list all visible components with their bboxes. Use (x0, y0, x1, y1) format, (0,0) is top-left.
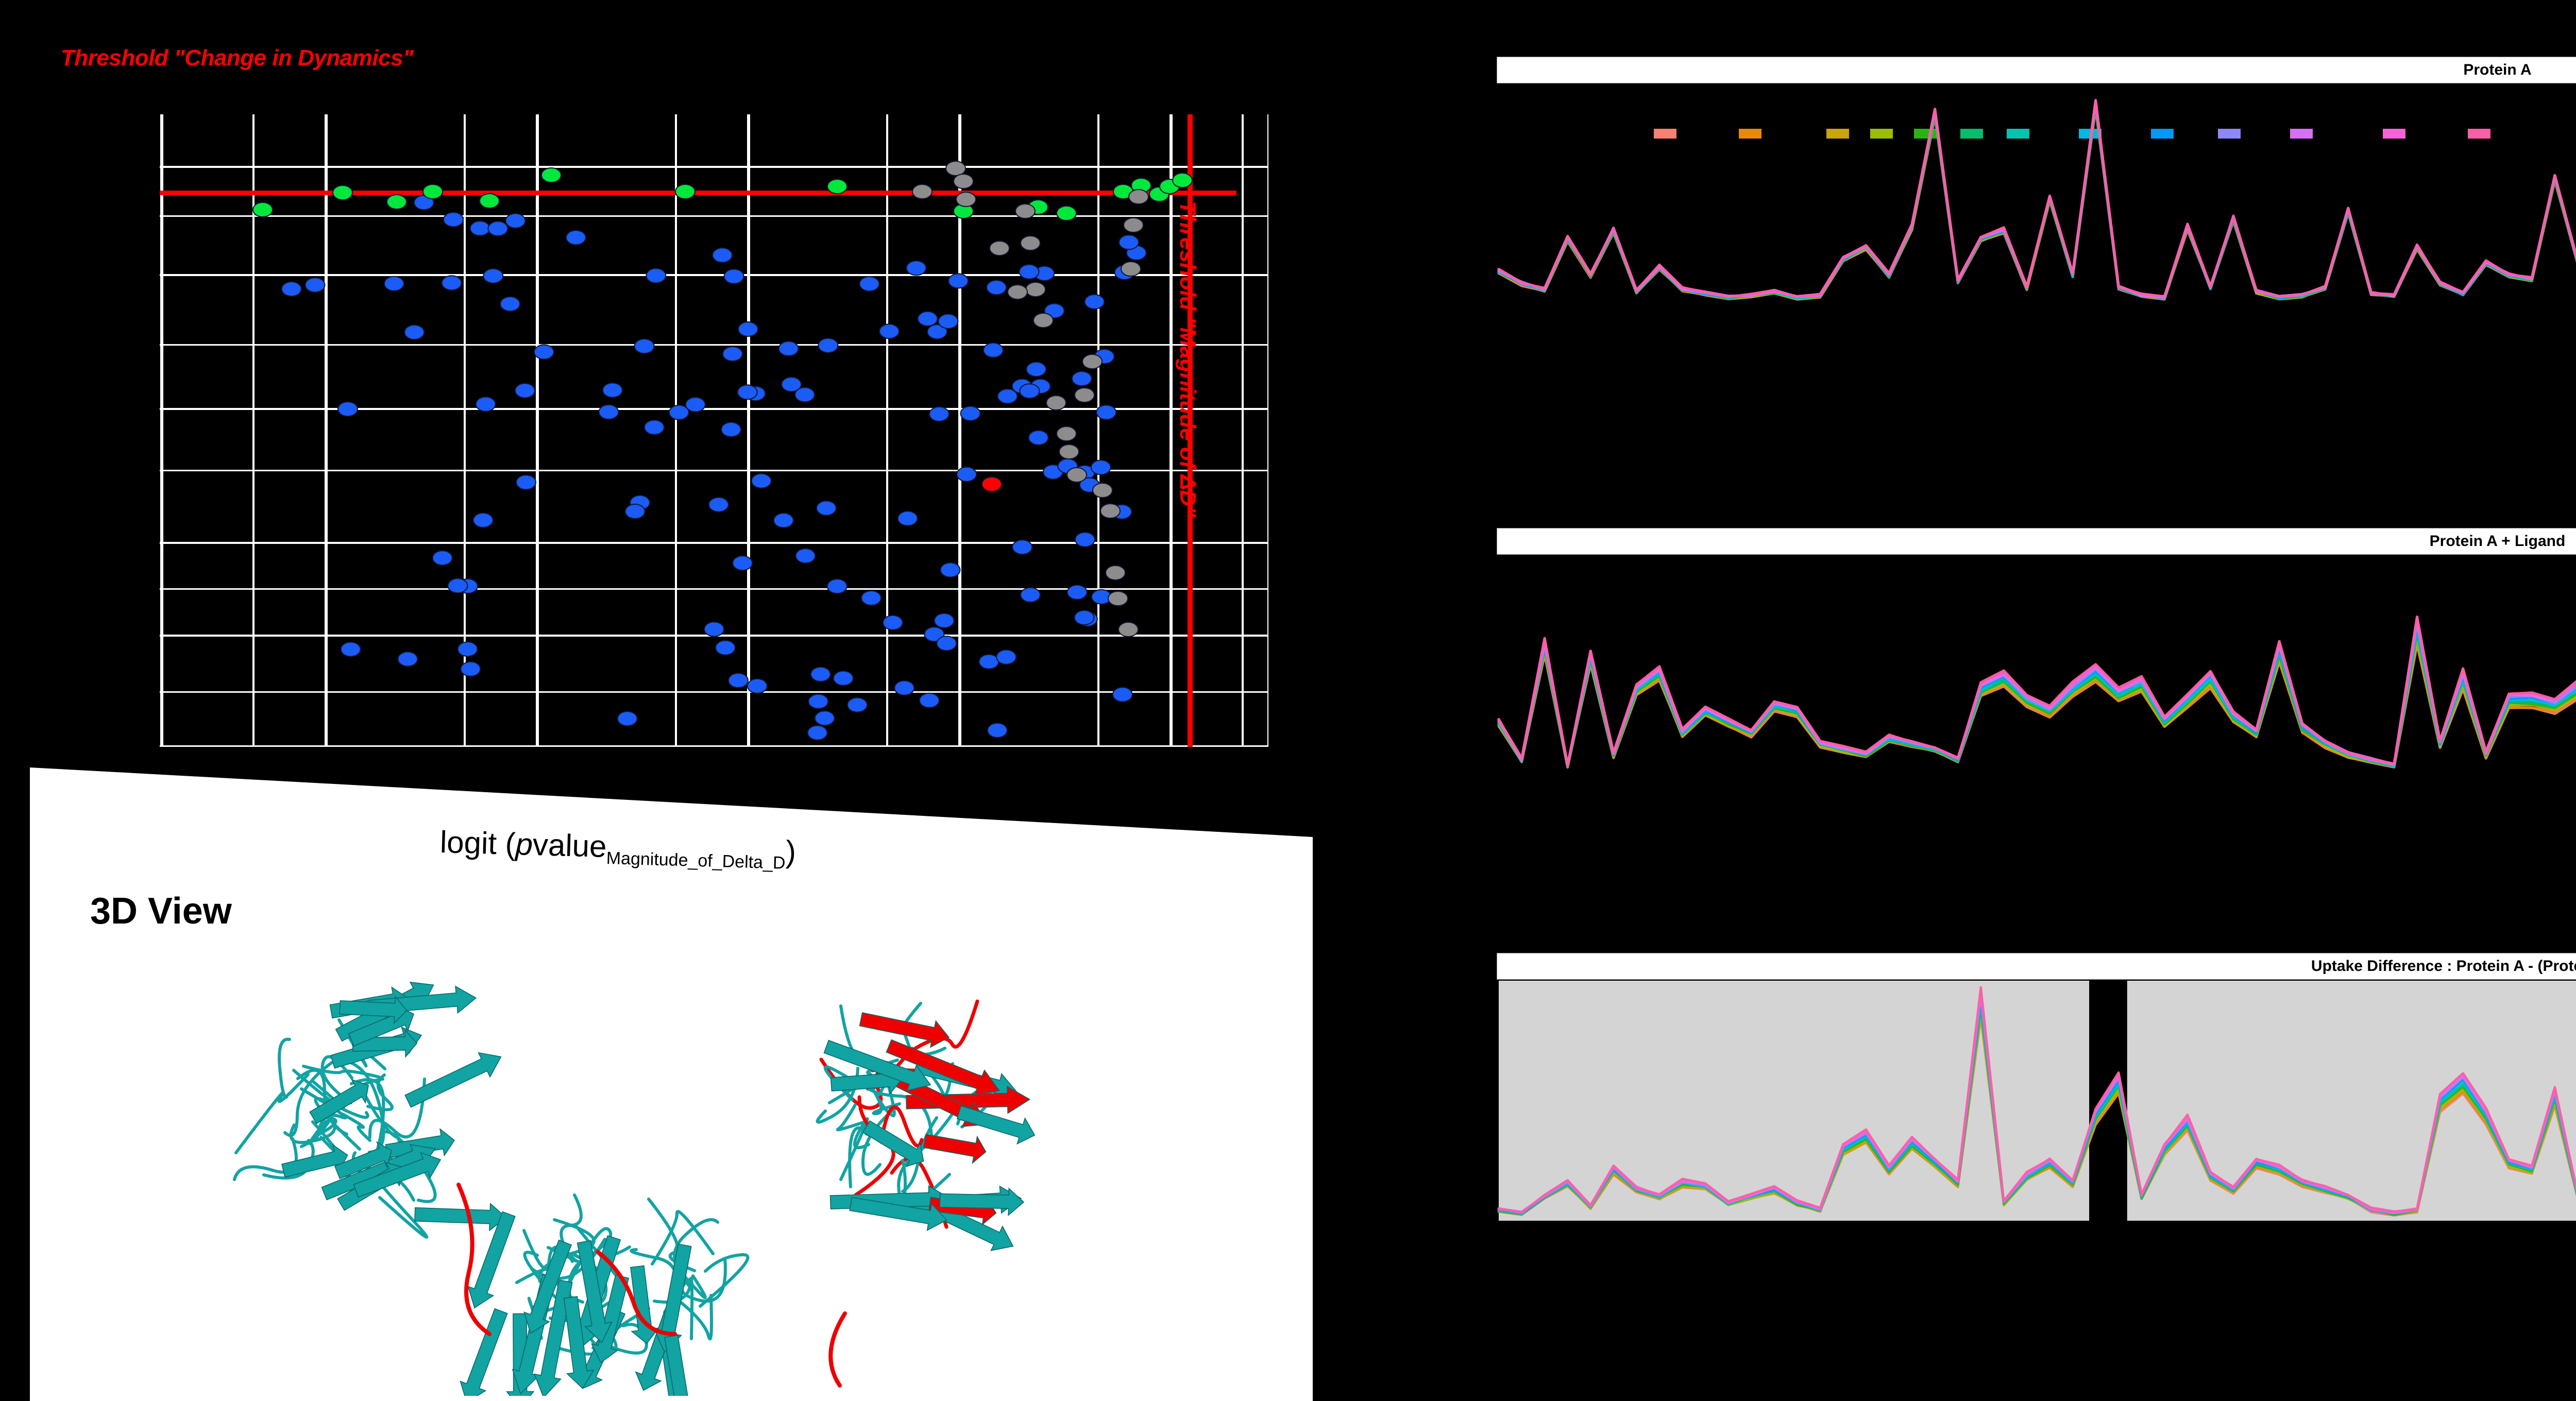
legend-swatch-3[interactable] (1870, 129, 1893, 139)
legend-swatch-10[interactable] (2290, 129, 2313, 139)
xaxis-label-value: value (532, 827, 607, 864)
protein-cartoon-structure[interactable] (170, 943, 1149, 1396)
uptake-traces-protein-a-ligand[interactable] (1497, 555, 2576, 775)
xaxis-label-p: p (515, 827, 533, 862)
panel-title-difference: Uptake Difference : Protein A - (Protein… (2311, 958, 2576, 975)
panel-title-protein-a: Protein A (2463, 61, 2532, 78)
panel-title-bar-difference: Uptake Difference : Protein A - (Protein… (1497, 953, 2576, 980)
uptake-panel-protein-a-ligand[interactable]: Protein A + Ligand (1497, 528, 2576, 775)
panel-title-protein-a-ligand: Protein A + Ligand (2429, 533, 2566, 550)
volcano-plot-area[interactable] (160, 114, 1270, 747)
uptake-plots-panel[interactable]: Protein A Protein A + Ligand Uptake Diff… (1340, 0, 2576, 1399)
uptake-panel-protein-a[interactable]: Protein A (1497, 57, 2576, 304)
legend-swatch-8[interactable] (2151, 129, 2174, 139)
uptake-plot-protein-a[interactable] (1497, 83, 2576, 304)
volcano-plot-panel[interactable]: Threshold "Change in Dynamics" Threshold… (0, 0, 1340, 855)
uptake-plot-difference[interactable] (1497, 981, 2576, 1221)
legend-swatch-2[interactable] (1826, 129, 1849, 139)
uptake-panel-difference[interactable]: Uptake Difference : Protein A - (Protein… (1497, 953, 2576, 1221)
legend-swatch-9[interactable] (2218, 129, 2241, 139)
threshold-dynamics-label: Threshold "Change in Dynamics" (61, 45, 414, 71)
legend-swatch-6[interactable] (2007, 129, 2029, 139)
uptake-traces-difference[interactable] (1497, 981, 2576, 1221)
legend-swatch-0[interactable] (1654, 129, 1676, 139)
legend-swatch-5[interactable] (1960, 129, 1983, 139)
legend-swatch-11[interactable] (2383, 129, 2405, 139)
xaxis-label-close: ) (785, 834, 797, 869)
xaxis-tick-label-2: −150 (520, 766, 582, 799)
uptake-traces-protein-a[interactable] (1497, 83, 2576, 304)
xaxis-label-main: logit ( (439, 824, 516, 862)
threshold-magnitude-label: Threshold "Magnitude of ΔD" (1175, 201, 1200, 517)
panel-title-bar-protein-a-ligand: Protein A + Ligand (1497, 528, 2576, 555)
legend-swatch-12[interactable] (2468, 129, 2490, 139)
volcano-scatter-svg[interactable] (160, 114, 1270, 747)
legend-swatch-1[interactable] (1739, 129, 1761, 139)
panel-title-bar-protein-a: Protein A (1497, 57, 2576, 83)
uptake-plot-protein-a-ligand[interactable] (1497, 555, 2576, 775)
three-d-view-title: 3D View (90, 891, 232, 932)
